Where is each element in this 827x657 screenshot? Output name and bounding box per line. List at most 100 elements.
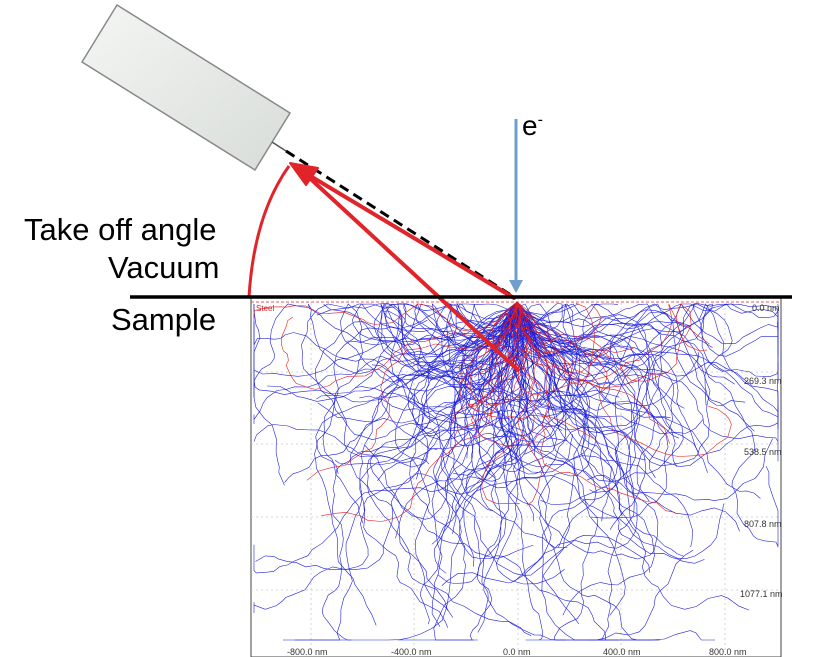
- x-tick-3: 400.0 nm: [603, 647, 641, 657]
- absorbed-trajectory: [314, 301, 522, 626]
- absorbed-trajectories: [253, 301, 779, 641]
- absorbed-trajectory: [253, 301, 518, 424]
- absorbed-trajectory: [516, 301, 640, 431]
- absorbed-trajectory: [371, 301, 518, 482]
- absorbed-trajectory: [433, 301, 650, 576]
- vacuum-label: Vacuum: [108, 250, 220, 285]
- absorbed-trajectory: [515, 301, 663, 435]
- x-tick-4: 800.0 nm: [709, 647, 747, 657]
- absorbed-trajectory: [516, 301, 761, 499]
- absorbed-trajectory: [502, 301, 750, 611]
- absorbed-trajectory: [385, 301, 518, 627]
- absorbed-trajectory: [510, 301, 693, 548]
- absorbed-trajectory: [516, 301, 675, 478]
- absorbed-trajectory: [516, 301, 699, 407]
- absorbed-trajectory: [516, 301, 688, 398]
- x-tick-1: -400.0 nm: [391, 647, 432, 657]
- backscatter-trajectory: [515, 301, 613, 374]
- absorbed-trajectory: [516, 301, 779, 548]
- absorbed-trajectory: [294, 301, 519, 641]
- backscatter-trajectory: [253, 301, 518, 333]
- absorbed-trajectory: [397, 301, 518, 641]
- detector-stub: [271, 141, 287, 152]
- absorbed-trajectory: [322, 301, 518, 524]
- absorbed-trajectory: [359, 301, 561, 628]
- simulation-plot: Steel 0.0 nm 269.3 nm 538.5 nm 807.8 nm …: [250, 297, 783, 657]
- backscatter-trajectory: [509, 301, 710, 385]
- backscatter-trajectory: [471, 301, 550, 447]
- absorbed-trajectory: [453, 301, 518, 459]
- x-tick-0: -800.0 nm: [287, 647, 328, 657]
- absorbed-trajectory: [369, 301, 534, 559]
- absorbed-trajectory: [380, 301, 518, 450]
- absorbed-trajectory: [431, 301, 740, 532]
- depth-tick-3: 807.8 nm: [744, 519, 782, 529]
- backscatter-trajectory: [515, 301, 708, 389]
- absorbed-trajectory: [505, 301, 599, 641]
- absorbed-trajectory: [471, 301, 724, 559]
- depth-tick-4: 1077.1 nm: [740, 589, 783, 599]
- backscatter-trajectory: [516, 301, 543, 506]
- absorbed-trajectory: [334, 301, 518, 465]
- absorbed-trajectory: [408, 301, 532, 584]
- absorbed-trajectory: [409, 301, 608, 641]
- sample-label: Sample: [111, 302, 217, 337]
- absorbed-trajectory: [463, 301, 779, 405]
- backscatter-trajectories: [253, 301, 732, 522]
- absorbed-trajectory: [502, 301, 659, 560]
- backscatter-trajectory: [481, 301, 542, 504]
- absorbed-trajectory: [516, 301, 735, 385]
- absorbed-trajectory: [463, 301, 565, 567]
- backscatter-trajectory: [516, 301, 732, 457]
- absorbed-trajectory: [395, 301, 518, 618]
- absorbed-trajectory: [253, 301, 532, 390]
- absorbed-trajectory: [253, 301, 518, 486]
- electron-beam-label: e-: [522, 110, 543, 142]
- absorbed-trajectory: [464, 301, 529, 491]
- detector-sightline: [285, 149, 515, 299]
- backscatter-trajectory: [516, 301, 676, 513]
- electron-beam-arrow: [509, 119, 523, 293]
- backscatter-trajectory: [469, 301, 534, 406]
- absorbed-trajectory: [253, 301, 531, 574]
- absorbed-trajectory: [516, 301, 651, 505]
- absorbed-trajectory: [499, 301, 548, 475]
- backscatter-trajectory: [491, 301, 559, 358]
- absorbed-trajectory: [434, 301, 527, 574]
- absorbed-trajectory: [444, 301, 522, 406]
- backscatter-trajectory: [516, 301, 590, 375]
- absorbed-trajectory: [483, 301, 694, 641]
- backscatter-trajectory: [306, 301, 519, 481]
- beam-label-charge: -: [537, 111, 543, 129]
- xray-path-arrow: [289, 162, 520, 372]
- absorbed-trajectory: [453, 301, 587, 476]
- backscatter-trajectory: [321, 301, 528, 522]
- backscatter-trajectory: [451, 301, 521, 425]
- absorbed-trajectory: [516, 301, 773, 501]
- absorbed-trajectory: [516, 301, 779, 482]
- backscatter-trajectory: [516, 301, 666, 382]
- backscatter-trajectory: [516, 301, 634, 367]
- absorbed-trajectory: [516, 301, 685, 409]
- detector-body: [80, 3, 292, 172]
- absorbed-trajectory: [316, 301, 525, 431]
- beam-label-text: e: [522, 110, 538, 141]
- absorbed-trajectory: [515, 301, 755, 432]
- absorbed-trajectory: [253, 301, 518, 396]
- take-off-angle-arc: [247, 165, 291, 298]
- depth-tick-2: 538.5 nm: [744, 447, 782, 457]
- absorbed-trajectory: [516, 301, 779, 462]
- backscatter-trajectory: [454, 301, 530, 438]
- material-label: Steel: [256, 304, 274, 313]
- absorbed-trajectory: [516, 301, 779, 467]
- absorbed-trajectory: [488, 301, 597, 548]
- absorbed-trajectory: [346, 301, 518, 343]
- absorbed-trajectory: [253, 301, 518, 613]
- backscatter-trajectory: [473, 301, 534, 378]
- absorbed-trajectory: [283, 301, 518, 641]
- x-tick-2: 0.0 nm: [503, 647, 531, 657]
- depth-tick-0: 0.0 nm: [752, 303, 780, 313]
- absorbed-trajectory: [377, 301, 523, 481]
- detector-icon: [80, 3, 292, 172]
